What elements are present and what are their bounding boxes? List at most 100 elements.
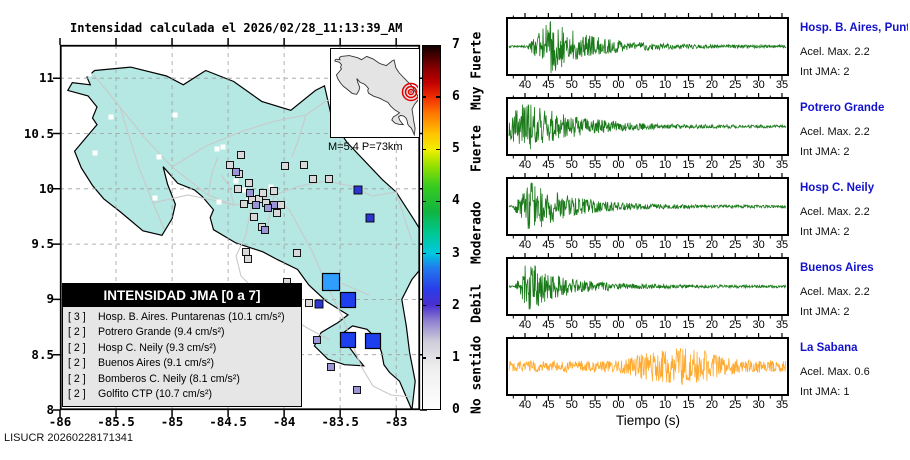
time-tick-label: 55 [588, 79, 602, 91]
legend-header: INTENSIDAD JMA [0 a 7] [62, 283, 302, 307]
colorbar-tick [436, 96, 440, 98]
time-tick-label: 15 [682, 319, 695, 331]
station-marker [245, 179, 253, 187]
legend-item-name: Hosp C. Neily (9.3 cm/s²) [98, 341, 217, 354]
station-marker [277, 201, 285, 209]
map-y-tick-label: 8.5 [31, 346, 54, 362]
time-tick-label: 35 [775, 239, 789, 251]
time-tick-label: 55 [588, 239, 602, 251]
seismogram-plot [506, 173, 789, 241]
time-tick-label: 15 [682, 159, 695, 171]
station-marker [252, 201, 260, 209]
legend-item: [ 3 ] Hosp. B. Aires. Puntarenas (10.1 cm… [68, 310, 296, 325]
time-tick-label: 30 [752, 79, 765, 91]
station-marker [270, 187, 278, 195]
seismogram-trace [508, 348, 787, 386]
station-accel: Acel. Max. 2.2 [800, 46, 870, 58]
station-marker [242, 248, 250, 256]
station-intensity: Int JMA: 1 [800, 386, 850, 398]
road [395, 191, 413, 242]
colorbar-tick [422, 200, 426, 203]
legend-item-name: Golfito CTP (10.7 cm/s²) [98, 388, 213, 401]
time-tick-label: 50 [565, 239, 578, 251]
station-name: Hosp C. Neily [800, 182, 875, 194]
station-marker [327, 363, 335, 371]
legend-item-intensity: [ 2 ] [68, 357, 86, 370]
time-tick-label: 25 [729, 239, 742, 251]
map-canvas [53, 38, 427, 417]
seismogram-frame [506, 17, 789, 76]
map-y-tick-label: 9.5 [31, 236, 54, 252]
time-tick-label: 30 [752, 239, 765, 251]
legend-item-intensity: [ 2 ] [68, 326, 86, 339]
time-tick-label: 55 [588, 159, 602, 171]
station-marker [216, 199, 222, 205]
road [220, 174, 235, 206]
time-tick-label: 55 [588, 399, 602, 411]
time-tick-label: 20 [705, 79, 718, 91]
station-marker [273, 209, 281, 217]
time-minor-tick [512, 335, 771, 399]
station-marker [214, 146, 220, 152]
time-tick-label: 45 [542, 399, 555, 411]
time-tick-label: 30 [752, 319, 765, 331]
time-tick-label: 15 [682, 79, 695, 91]
colorbar-tick [436, 200, 440, 203]
time-tick-label: 15 [682, 239, 695, 251]
time-tick-label: 45 [542, 239, 555, 251]
time-minor-tick [512, 175, 771, 239]
map-y-tick-label: 9 [46, 291, 54, 307]
time-minor-tick [512, 95, 771, 159]
time-tick-label: 15 [682, 399, 695, 411]
station-marker [245, 198, 251, 204]
station-marker [156, 154, 162, 160]
map-x-tick-label: -83.5 [321, 414, 359, 429]
station-name: La Sabana [800, 342, 858, 354]
station-marker [300, 161, 308, 169]
legend-item-name: Bomberos C. Neily (8.1 cm/s²) [98, 372, 240, 385]
station-name: Potrero Grande [800, 102, 885, 114]
station-marker [250, 213, 258, 221]
station-marker [264, 204, 272, 212]
colorbar-tick-label: 3 [452, 245, 460, 261]
map-frame [59, 44, 421, 411]
time-tick-label: 25 [729, 159, 742, 171]
inset-coastline [334, 55, 418, 136]
time-tick-label: 40 [518, 79, 532, 91]
map-x-tick-label: -85.5 [97, 414, 135, 429]
time-tick-label: 25 [729, 399, 742, 411]
time-tick-label: 10 [659, 319, 672, 331]
station-marker [339, 331, 357, 349]
time-tick-label: 10 [659, 399, 672, 411]
station-marker [92, 150, 98, 156]
station-marker [339, 291, 357, 309]
time-tick-label: 20 [705, 239, 718, 251]
colorbar-tick [422, 357, 426, 359]
time-tick-label: 45 [542, 159, 555, 171]
station-accel: Acel. Max. 2.2 [800, 286, 870, 298]
time-minor-tick [512, 15, 771, 79]
time-tick-label: 00 [612, 319, 625, 331]
station-marker [185, 72, 191, 78]
station-marker [237, 151, 245, 159]
legend-body: [ 3 ] Hosp. B. Aires. Puntarenas (10.1 cm… [62, 307, 302, 408]
station-marker [353, 185, 363, 195]
road [119, 106, 165, 230]
report-title: Intensidad calculada el 2026/02/28_11:13… [70, 21, 403, 35]
station-marker [321, 272, 341, 292]
station-marker [353, 386, 361, 394]
time-tick-label: 10 [659, 239, 672, 251]
station-accel: Acel. Max. 2.2 [800, 126, 870, 138]
time-tick-label: 50 [565, 399, 578, 411]
station-marker [365, 213, 375, 223]
seismogram-plot [506, 13, 789, 81]
colorbar-tick-label: 7 [452, 37, 460, 52]
colorbar-tick-label: 1 [452, 349, 460, 365]
time-tick-label: 05 [635, 79, 648, 91]
seismogram-panel: 40 45 50 55 00 05 10 15 20 25 30 35 [506, 333, 790, 413]
time-minor-tick [512, 255, 771, 319]
overview-inset-map [330, 48, 420, 138]
time-major-tick [524, 253, 783, 321]
station-marker [226, 161, 234, 169]
legend-item-name: Hosp. B. Aires. Puntarenas (10.1 cm/s²) [98, 311, 285, 323]
